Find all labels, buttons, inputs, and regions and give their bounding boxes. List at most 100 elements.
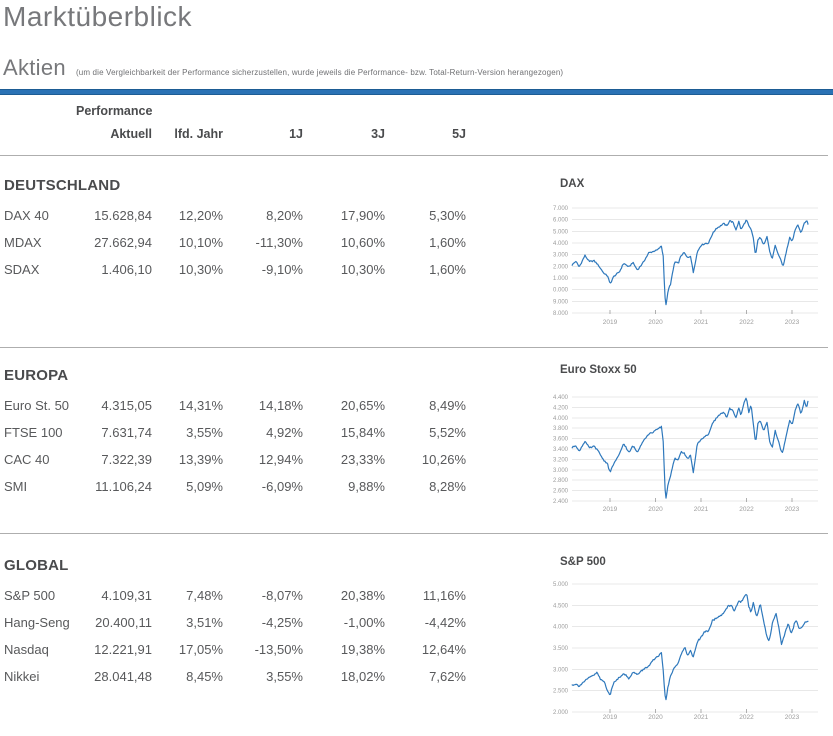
table-row: Nasdaq 12.221,91 17,05% -13,50% 19,38% 12,64% (4, 636, 466, 663)
row-label: Euro St. 50 (4, 398, 70, 413)
table-group-header-row: Performance (4, 104, 466, 118)
row-value: 15.628,84 (94, 208, 152, 223)
row-value: 10,60% (340, 235, 385, 250)
table-row: Euro St. 50 4.315,05 14,31% 14,18% 20,65% 8,4… (4, 392, 466, 419)
separator-line (0, 533, 828, 534)
x-axis-label: 2021 (694, 506, 709, 513)
column-header: 3J (371, 127, 385, 141)
y-axis-label: 3.000 (553, 667, 569, 673)
row-value: -8,07% (261, 588, 303, 603)
y-axis-label: 2.400 (553, 499, 569, 505)
row-value: 1,60% (429, 235, 466, 250)
row-value: 7,62% (429, 669, 466, 684)
row-value: 27.662,94 (94, 235, 152, 250)
y-axis-label: 2.600 (553, 489, 569, 495)
y-axis-label: 17.000 (553, 206, 569, 212)
section-global: GLOBAL S&P 500 4.109,31 7,48% -8,07% 20,38% 11… (4, 557, 466, 690)
y-axis-label: 15.000 (553, 229, 569, 235)
y-axis-label: 12.000 (553, 264, 569, 270)
row-value: 8,49% (429, 398, 466, 413)
y-axis-label: 13.000 (553, 253, 569, 259)
chart-s-p-500: 5.000 4.500 4.000 3.500 3.000 2.500 2.000 2019 2… (553, 582, 818, 721)
y-axis-label: 4.000 (553, 625, 569, 631)
row-value: 9,88% (348, 479, 385, 494)
section-europa: EUROPA Euro St. 50 4.315,05 14,31% 14,18% 20,… (4, 367, 466, 500)
row-value: 17,90% (340, 208, 385, 223)
row-label: S&P 500 (4, 588, 56, 603)
separator-line (0, 155, 828, 156)
column-header: lfd. Jahr (174, 127, 223, 141)
y-axis-label: 11.000 (553, 276, 569, 282)
y-axis-label: 4.000 (553, 416, 569, 422)
x-axis-label: 2023 (785, 506, 800, 513)
x-axis-label: 2020 (648, 319, 663, 326)
row-value: 11,16% (422, 588, 466, 603)
chart-euro-stoxx-50: 4.400 4.200 4.000 3.800 3.600 3.400 3.200 3.000… (553, 395, 818, 513)
row-value: -6,09% (261, 479, 303, 494)
row-value: 12,20% (178, 208, 223, 223)
y-axis-label: 4.400 (553, 395, 569, 401)
column-header: Aktuell (110, 127, 152, 141)
y-axis-label: 2.500 (553, 689, 569, 695)
x-axis-label: 2019 (603, 506, 618, 513)
column-headers: Aktuell lfd. Jahr 1J 3J 5J (4, 127, 466, 141)
x-axis-label: 2020 (648, 506, 663, 513)
aktien-note: (um die Vergleichbarkeit der Performance… (75, 68, 564, 77)
row-value: 10,30% (340, 262, 385, 277)
x-axis-label: 2019 (603, 319, 618, 326)
y-axis-label: 4.500 (553, 603, 569, 609)
y-axis-label: 3.600 (553, 437, 569, 443)
section-title: EUROPA (4, 367, 69, 384)
row-value: 7.631,74 (101, 425, 152, 440)
table-row: MDAX 27.662,94 10,10% -11,30% 10,60% 1,60% (4, 229, 466, 256)
row-value: 17,05% (178, 642, 223, 657)
row-value: 11.106,24 (95, 479, 152, 494)
row-label: DAX 40 (4, 208, 49, 223)
chart-title: DAX (560, 178, 585, 190)
aktien-heading-row: Aktien (um die Vergleichbarkeit der Perf… (3, 55, 563, 81)
row-label: CAC 40 (4, 452, 50, 467)
row-value: 8,28% (429, 479, 466, 494)
row-value: 5,30% (429, 208, 466, 223)
row-value: 20.400,11 (95, 615, 152, 630)
table-row: SMI 11.106,24 5,09% -6,09% 9,88% 8,28% (4, 473, 466, 500)
y-axis-label: 3.500 (553, 646, 569, 652)
row-value: 3,55% (266, 669, 303, 684)
x-axis-label: 2023 (785, 714, 800, 721)
y-axis-label: 14.000 (553, 241, 569, 247)
price-line (571, 397, 809, 499)
column-header: 5J (452, 127, 466, 141)
row-value: 3,51% (186, 615, 223, 630)
y-axis-label: 3.400 (553, 447, 569, 453)
chart-title: S&P 500 (560, 556, 606, 568)
row-value: 3,55% (186, 425, 223, 440)
x-axis-label: 2021 (694, 714, 709, 721)
row-value: 4.315,05 (101, 398, 152, 413)
column-header: 1J (289, 127, 303, 141)
row-value: -9,10% (261, 262, 303, 277)
x-axis-label: 2020 (648, 714, 663, 721)
row-value: 13,39% (178, 452, 223, 467)
y-axis-label: 8.000 (553, 311, 569, 317)
page-title: Marktüberblick (3, 1, 193, 32)
row-value: 28.041,48 (94, 669, 152, 684)
y-axis-label: 9.000 (553, 299, 569, 305)
row-label: Nikkei (4, 669, 40, 684)
price-line (571, 219, 809, 306)
row-value: 7,48% (186, 588, 223, 603)
table-row: DAX 40 15.628,84 12,20% 8,20% 17,90% 5,30% (4, 202, 466, 229)
table-row: FTSE 100 7.631,74 3,55% 4,92% 15,84% 5,52% (4, 419, 466, 446)
table-row: SDAX 1.406,10 10,30% -9,10% 10,30% 1,60% (4, 256, 466, 283)
row-label: SMI (4, 479, 28, 494)
price-line (571, 593, 809, 701)
row-label: Nasdaq (4, 642, 49, 657)
section-title: GLOBAL (4, 557, 69, 574)
row-value: 4,92% (266, 425, 303, 440)
row-value: 8,20% (266, 208, 303, 223)
y-axis-label: 3.200 (553, 457, 569, 463)
row-value: 12.221,91 (94, 642, 152, 657)
y-axis-label: 10.000 (553, 288, 569, 294)
separator-line (0, 347, 828, 348)
y-axis-label: 3.800 (553, 426, 569, 432)
